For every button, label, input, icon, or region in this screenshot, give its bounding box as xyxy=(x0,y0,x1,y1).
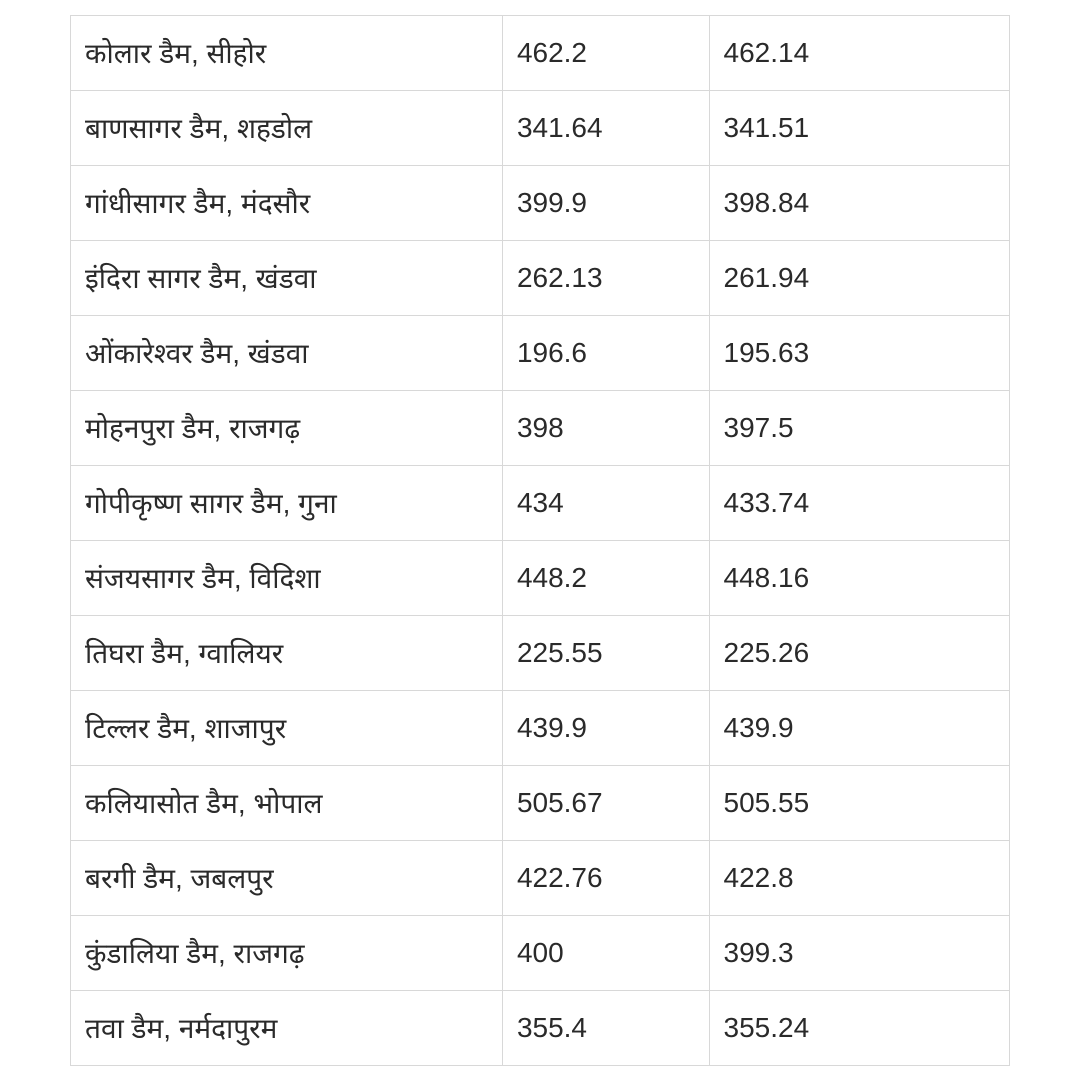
dam-name-cell: संजयसागर डैम, विदिशा xyxy=(71,540,503,615)
dam-name-cell: इंदिरा सागर डैम, खंडवा xyxy=(71,240,503,315)
value-1-cell: 399.9 xyxy=(502,165,709,240)
table-row: मोहनपुरा डैम, राजगढ़398397.5 xyxy=(71,390,1010,465)
dam-name-cell: मोहनपुरा डैम, राजगढ़ xyxy=(71,390,503,465)
value-1-cell: 355.4 xyxy=(502,990,709,1065)
value-1-cell: 262.13 xyxy=(502,240,709,315)
table-row: बरगी डैम, जबलपुर422.76422.8 xyxy=(71,840,1010,915)
value-2-cell: 355.24 xyxy=(709,990,1009,1065)
value-1-cell: 434 xyxy=(502,465,709,540)
table-row: ओंकारेश्वर डैम, खंडवा196.6195.63 xyxy=(71,315,1010,390)
value-2-cell: 448.16 xyxy=(709,540,1009,615)
value-2-cell: 397.5 xyxy=(709,390,1009,465)
value-2-cell: 433.74 xyxy=(709,465,1009,540)
table-row: बाणसागर डैम, शहडोल341.64341.51 xyxy=(71,90,1010,165)
value-2-cell: 195.63 xyxy=(709,315,1009,390)
table-row: गांधीसागर डैम, मंदसौर399.9398.84 xyxy=(71,165,1010,240)
table-row: कुंडालिया डैम, राजगढ़400399.3 xyxy=(71,915,1010,990)
dam-name-cell: कलियासोत डैम, भोपाल xyxy=(71,765,503,840)
value-1-cell: 439.9 xyxy=(502,690,709,765)
table-row: तिघरा डैम, ग्वालियर225.55225.26 xyxy=(71,615,1010,690)
value-2-cell: 225.26 xyxy=(709,615,1009,690)
table-row: कोलार डैम, सीहोर462.2462.14 xyxy=(71,15,1010,90)
value-2-cell: 261.94 xyxy=(709,240,1009,315)
value-1-cell: 400 xyxy=(502,915,709,990)
dam-name-cell: तिघरा डैम, ग्वालियर xyxy=(71,615,503,690)
value-1-cell: 422.76 xyxy=(502,840,709,915)
value-1-cell: 505.67 xyxy=(502,765,709,840)
value-2-cell: 422.8 xyxy=(709,840,1009,915)
value-2-cell: 399.3 xyxy=(709,915,1009,990)
dam-levels-table: कोलार डैम, सीहोर462.2462.14बाणसागर डैम, … xyxy=(70,15,1010,1066)
dam-name-cell: तवा डैम, नर्मदापुरम xyxy=(71,990,503,1065)
dam-name-cell: गांधीसागर डैम, मंदसौर xyxy=(71,165,503,240)
value-1-cell: 448.2 xyxy=(502,540,709,615)
value-2-cell: 439.9 xyxy=(709,690,1009,765)
value-1-cell: 462.2 xyxy=(502,15,709,90)
dam-name-cell: ओंकारेश्वर डैम, खंडवा xyxy=(71,315,503,390)
value-1-cell: 341.64 xyxy=(502,90,709,165)
dam-name-cell: कुंडालिया डैम, राजगढ़ xyxy=(71,915,503,990)
table-row: तवा डैम, नर्मदापुरम355.4355.24 xyxy=(71,990,1010,1065)
dam-name-cell: गोपीकृष्ण सागर डैम, गुना xyxy=(71,465,503,540)
dam-name-cell: बाणसागर डैम, शहडोल xyxy=(71,90,503,165)
value-1-cell: 196.6 xyxy=(502,315,709,390)
table-row: संजयसागर डैम, विदिशा448.2448.16 xyxy=(71,540,1010,615)
value-1-cell: 398 xyxy=(502,390,709,465)
value-2-cell: 341.51 xyxy=(709,90,1009,165)
table-row: गोपीकृष्ण सागर डैम, गुना434433.74 xyxy=(71,465,1010,540)
value-2-cell: 505.55 xyxy=(709,765,1009,840)
value-2-cell: 398.84 xyxy=(709,165,1009,240)
dam-name-cell: कोलार डैम, सीहोर xyxy=(71,15,503,90)
value-1-cell: 225.55 xyxy=(502,615,709,690)
value-2-cell: 462.14 xyxy=(709,15,1009,90)
dam-levels-table-container: कोलार डैम, सीहोर462.2462.14बाणसागर डैम, … xyxy=(70,15,1010,1066)
dam-name-cell: बरगी डैम, जबलपुर xyxy=(71,840,503,915)
table-row: टिल्लर डैम, शाजापुर439.9439.9 xyxy=(71,690,1010,765)
table-row: कलियासोत डैम, भोपाल505.67505.55 xyxy=(71,765,1010,840)
table-body: कोलार डैम, सीहोर462.2462.14बाणसागर डैम, … xyxy=(71,15,1010,1065)
dam-name-cell: टिल्लर डैम, शाजापुर xyxy=(71,690,503,765)
table-row: इंदिरा सागर डैम, खंडवा262.13261.94 xyxy=(71,240,1010,315)
